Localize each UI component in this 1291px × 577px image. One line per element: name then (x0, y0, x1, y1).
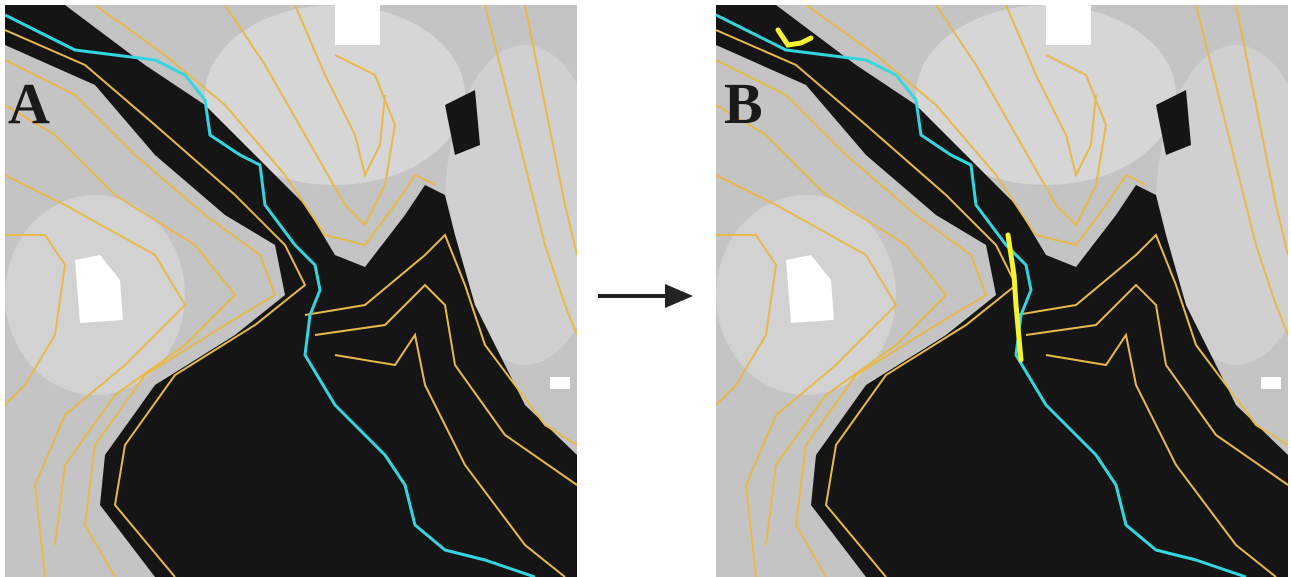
page: A B (() => { const data = JSON.parse(doc… (0, 0, 1291, 577)
arrow (598, 284, 693, 308)
terrain-map (5, 5, 605, 577)
panel-label: B (724, 71, 763, 136)
panel-a: A (5, 5, 605, 577)
panel-label: A (8, 71, 50, 136)
terrain-map (716, 5, 1291, 577)
figure: A B (0, 0, 1291, 577)
panel-b: B (716, 5, 1291, 577)
